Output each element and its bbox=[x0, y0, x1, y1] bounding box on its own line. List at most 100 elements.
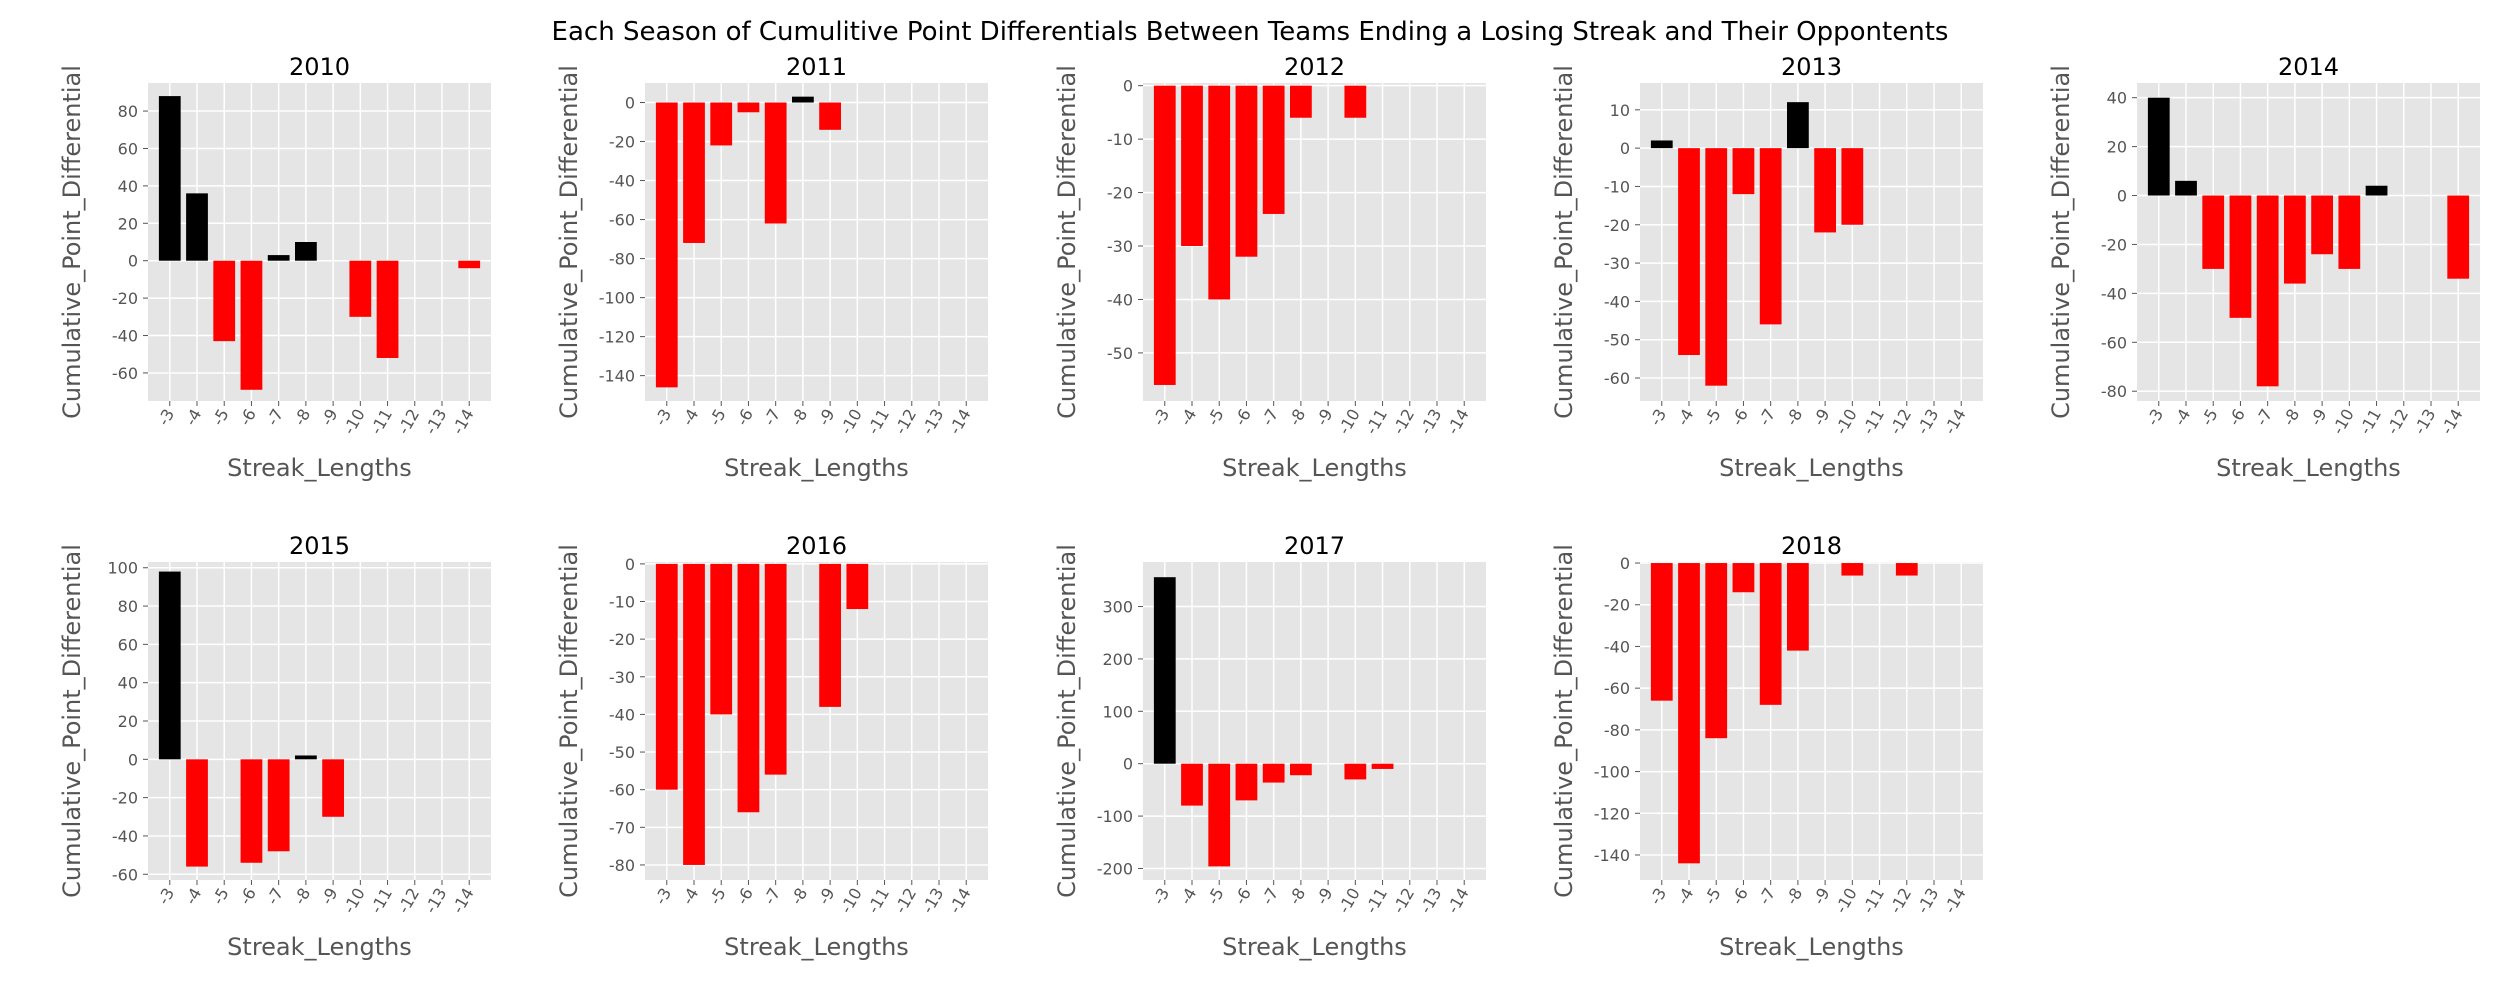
xtick-label: -4 bbox=[1176, 885, 1200, 908]
xtick-label: -9 bbox=[814, 406, 838, 429]
x-axis-label: Streak_Lengths bbox=[724, 454, 909, 482]
xtick-label: -12 bbox=[1389, 885, 1419, 917]
ytick-label: 20 bbox=[2107, 138, 2127, 157]
ytick-label: 300 bbox=[1102, 598, 1133, 617]
xtick-label: -12 bbox=[1389, 406, 1419, 438]
ytick-label: -40 bbox=[112, 327, 138, 346]
ytick-label: -40 bbox=[609, 705, 635, 724]
bar--7 bbox=[764, 563, 787, 775]
ytick-label: 0 bbox=[1123, 77, 1133, 96]
bar--7 bbox=[267, 255, 290, 261]
ytick-label: -80 bbox=[2101, 382, 2127, 401]
ytick-label: -60 bbox=[2101, 333, 2127, 352]
xtick-label: -11 bbox=[1361, 885, 1391, 917]
xtick-label: -14 bbox=[1443, 406, 1473, 438]
ytick-label: 0 bbox=[2117, 187, 2127, 206]
figure-suptitle: Each Season of Cumulitive Point Differen… bbox=[552, 17, 1949, 47]
xtick-label: -7 bbox=[1755, 406, 1779, 429]
ytick-label: 40 bbox=[2107, 89, 2127, 108]
ytick-label: -120 bbox=[599, 328, 635, 347]
bar--6 bbox=[240, 260, 263, 390]
bar--10 bbox=[1344, 763, 1367, 780]
ytick-label: -140 bbox=[1594, 846, 1630, 865]
chart-panel-2012: -50-40-30-20-100-3 -4 -5 -6 -7 -8 -9-10-11-12-… bbox=[1053, 53, 1486, 482]
y-axis-label: Cumulative_Point_Differential bbox=[1550, 65, 1578, 419]
ytick-label: 0 bbox=[1620, 554, 1630, 573]
bar--6 bbox=[1732, 563, 1755, 593]
ytick-label: -80 bbox=[609, 250, 635, 269]
bar--10 bbox=[349, 260, 372, 317]
bar--3 bbox=[2147, 97, 2170, 196]
bar--3 bbox=[655, 563, 678, 790]
ytick-label: -30 bbox=[609, 668, 635, 687]
ytick-label: -40 bbox=[609, 172, 635, 191]
xtick-label: -13 bbox=[1913, 406, 1943, 438]
bar--8 bbox=[1787, 102, 1809, 149]
bar--4 bbox=[683, 102, 705, 243]
bar--5 bbox=[710, 563, 733, 715]
ytick-label: -50 bbox=[1107, 344, 1133, 363]
x-axis-label: Streak_Lengths bbox=[1222, 933, 1407, 961]
ytick-label: 100 bbox=[107, 559, 138, 578]
ytick-label: -120 bbox=[1594, 804, 1630, 823]
xtick-label: -3 bbox=[651, 885, 675, 908]
ytick-label: -60 bbox=[1604, 679, 1630, 698]
xtick-label: -5 bbox=[1203, 406, 1227, 429]
xtick-label: -3 bbox=[1646, 406, 1670, 429]
xtick-label: -8 bbox=[1285, 406, 1309, 429]
xtick-label: -7 bbox=[1258, 406, 1282, 429]
bar--5 bbox=[710, 102, 733, 146]
bar--10 bbox=[1841, 148, 1864, 225]
ytick-label: -40 bbox=[1107, 290, 1133, 309]
ytick-label: -20 bbox=[1604, 596, 1630, 615]
bar--4 bbox=[186, 193, 208, 261]
xtick-label: -14 bbox=[1940, 406, 1970, 438]
xtick-label: -8 bbox=[787, 406, 811, 429]
ytick-label: -100 bbox=[599, 289, 635, 308]
xtick-label: -9 bbox=[1809, 885, 1833, 908]
bar--3 bbox=[1650, 140, 1673, 149]
bar--4 bbox=[1181, 85, 1203, 247]
ytick-label: -40 bbox=[2101, 284, 2127, 303]
x-axis-label: Streak_Lengths bbox=[1719, 933, 1904, 961]
ytick-label: -40 bbox=[112, 827, 138, 846]
xtick-label: -14 bbox=[2437, 406, 2467, 438]
chart-title: 2012 bbox=[1284, 53, 1345, 81]
xtick-label: -7 bbox=[263, 406, 287, 429]
bar--10 bbox=[1841, 563, 1864, 576]
xtick-label: -3 bbox=[1149, 885, 1173, 908]
xtick-label: -6 bbox=[1230, 406, 1254, 429]
ytick-label: -10 bbox=[1604, 177, 1630, 196]
xtick-label: -4 bbox=[181, 406, 205, 429]
xtick-label: -8 bbox=[2279, 406, 2303, 429]
xtick-label: -5 bbox=[1700, 885, 1724, 908]
bar--10 bbox=[2338, 195, 2361, 269]
ytick-label: 80 bbox=[118, 102, 138, 121]
xtick-label: -14 bbox=[945, 885, 975, 917]
x-axis-label: Streak_Lengths bbox=[227, 454, 412, 482]
ytick-label: -20 bbox=[112, 789, 138, 808]
chart-title: 2010 bbox=[289, 53, 350, 81]
xtick-label: -13 bbox=[918, 885, 948, 917]
bar--4 bbox=[2175, 180, 2197, 196]
xtick-label: -12 bbox=[1886, 406, 1916, 438]
xtick-label: -11 bbox=[366, 885, 396, 917]
chart-title: 2016 bbox=[786, 532, 847, 560]
ytick-label: 60 bbox=[118, 635, 138, 654]
xtick-label: -11 bbox=[863, 406, 893, 438]
chart-panel-2016: -80-70-60-50-40-30-20-100-3 -4 -5 -6 -7 -8 -9-… bbox=[555, 532, 988, 961]
xtick-label: -7 bbox=[760, 885, 784, 908]
xtick-label: -14 bbox=[1940, 885, 1970, 917]
xtick-label: -4 bbox=[1176, 406, 1200, 429]
xtick-label: -14 bbox=[448, 406, 478, 438]
ytick-label: -60 bbox=[1604, 369, 1630, 388]
bar--3 bbox=[158, 96, 181, 261]
bar--3 bbox=[1153, 577, 1176, 764]
bar--3 bbox=[1650, 563, 1673, 701]
y-axis-label: Cumulative_Point_Differential bbox=[555, 544, 583, 898]
bar--5 bbox=[1705, 563, 1728, 739]
bar--7 bbox=[1262, 85, 1285, 214]
bar--8 bbox=[295, 242, 317, 261]
ytick-label: 80 bbox=[118, 597, 138, 616]
bar--10 bbox=[1344, 85, 1367, 118]
